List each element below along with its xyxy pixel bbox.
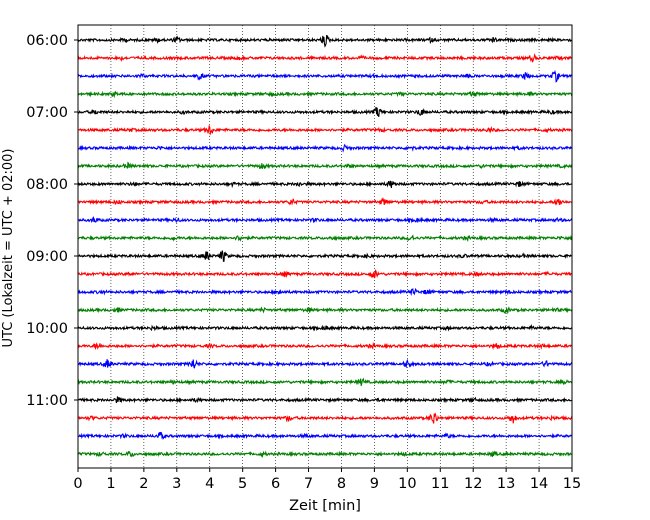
x-tick-label: 4 — [205, 476, 214, 492]
trace-1115 — [77, 412, 573, 424]
trace-0630 — [77, 69, 573, 83]
x-axis-ticks: 0 1 2 3 4 5 6 7 8 9 10 11 12 13 14 15 — [73, 468, 581, 492]
trace-1015 — [77, 341, 573, 351]
trace-0900 — [77, 250, 573, 262]
y-tick-label: 09:00 — [26, 249, 68, 265]
x-tick-label: 15 — [563, 476, 581, 492]
x-tick-label: 2 — [139, 476, 148, 492]
trace-1100 — [77, 396, 573, 404]
trace-0715 — [77, 124, 572, 136]
trace-0915 — [77, 269, 573, 279]
trace-1045 — [77, 377, 573, 387]
y-axis-label: UTC (Lokalzeit = UTC + 02:00) — [1, 149, 16, 348]
x-tick-label: 9 — [370, 476, 379, 492]
x-tick-label: 3 — [172, 476, 181, 492]
x-tick-label: 5 — [238, 476, 247, 492]
y-tick-label: 08:00 — [26, 177, 68, 193]
trace-0800 — [77, 180, 573, 189]
x-tick-label: 1 — [106, 476, 115, 492]
x-tick-label: 10 — [398, 476, 416, 492]
trace-0730 — [77, 143, 573, 153]
trace-1145 — [77, 450, 573, 459]
trace-0845 — [77, 234, 573, 242]
x-tick-label: 13 — [497, 476, 515, 492]
trace-0830 — [77, 216, 573, 224]
trace-0600 — [77, 34, 573, 48]
x-tick-label: 12 — [464, 476, 482, 492]
trace-0645 — [77, 90, 573, 99]
x-tick-label: 0 — [73, 476, 82, 492]
trace-0700 — [77, 106, 573, 118]
seismogram-traces — [77, 34, 573, 459]
x-tick-label: 8 — [337, 476, 346, 492]
x-axis-label: Zeit [min] — [289, 498, 361, 514]
trace-0615 — [77, 53, 573, 63]
trace-0930 — [77, 287, 573, 296]
x-tick-label: 6 — [271, 476, 280, 492]
x-tick-label: 11 — [431, 476, 449, 492]
trace-0815 — [77, 197, 573, 206]
y-tick-label: 07:00 — [26, 105, 68, 121]
trace-1130 — [77, 431, 573, 440]
trace-1030 — [77, 358, 573, 369]
plot-frame — [77, 24, 573, 469]
x-tick-label: 14 — [530, 476, 548, 492]
y-tick-label: 10:00 — [26, 321, 68, 337]
trace-1000 — [77, 323, 573, 332]
y-tick-label: 11:00 — [26, 393, 68, 409]
vertical-gridlines — [110, 25, 540, 468]
y-tick-label: 06:00 — [26, 33, 68, 49]
trace-0745 — [77, 161, 573, 170]
x-tick-label: 7 — [304, 476, 313, 492]
y-axis-ticks: 06:00 07:00 08:00 09:00 10:00 11:00 — [26, 33, 78, 409]
trace-0945 — [77, 306, 573, 315]
